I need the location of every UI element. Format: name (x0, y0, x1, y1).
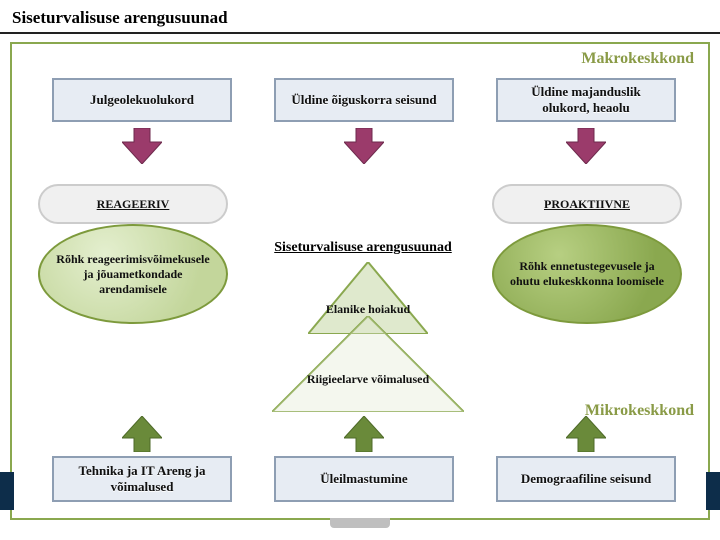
dark-strip-left (0, 472, 14, 510)
macro-label: Makrokeskkond (581, 50, 694, 68)
title-underline (0, 32, 720, 34)
bottom-box-3: Demograafiline seisund (496, 456, 676, 502)
bottom-tab (330, 518, 390, 528)
oval-right-title: PROAKTIIVNE (492, 184, 682, 224)
bottom-box-1: Tehnika ja IT Areng ja võimalused (52, 456, 232, 502)
oval-left-title: REAGEERIV (38, 184, 228, 224)
center-title: Siseturvalisuse arengusuunad (248, 240, 478, 256)
triangle-outer: Riigieelarve võimalused (272, 316, 464, 412)
slide-title: Siseturvalisuse arengusuunad (0, 0, 720, 32)
triangle-inner-label: Elanike hoiakud (313, 302, 423, 317)
top-box-3: Üldine majanduslik olukord, heaolu (496, 78, 676, 122)
oval-left: Rõhk reageerimisvõimekusele ja jõuametko… (38, 224, 228, 324)
top-box-2: Üldine õiguskorra seisund (274, 78, 454, 122)
triangle-outer-label: Riigieelarve võimalused (298, 372, 438, 387)
top-box-1: Julgeolekuolukord (52, 78, 232, 122)
bottom-box-2: Üleilmastumine (274, 456, 454, 502)
dark-strip-right (706, 472, 720, 510)
oval-right: Rõhk ennetustegevusele ja ohutu elukeskk… (492, 224, 682, 324)
diagram-frame: Makrokeskkond Julgeolekuolukord Üldine õ… (10, 42, 710, 520)
